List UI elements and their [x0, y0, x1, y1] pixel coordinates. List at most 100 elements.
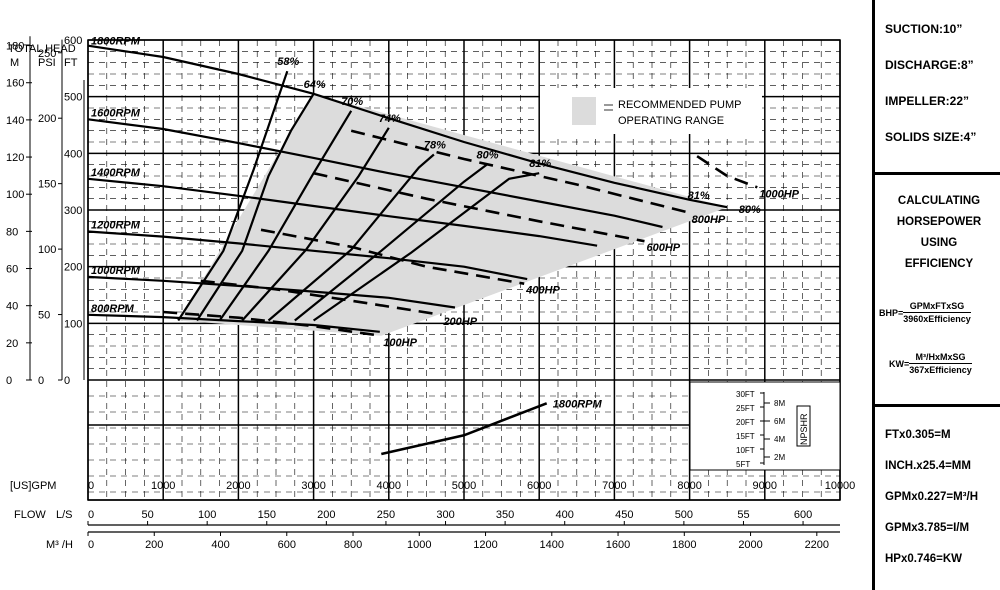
gpm-tick-label: 0 — [88, 480, 94, 492]
m3h-tick-label: 1600 — [606, 539, 630, 551]
gpm-tick-label: 5000 — [452, 480, 476, 492]
efficiency-line-78pct — [267, 153, 435, 322]
m3h-tick-label: 400 — [211, 539, 229, 551]
bhp-numerator: GPMxFTxSG — [909, 301, 965, 311]
ft-tick-label: 600 — [64, 35, 82, 47]
legend-swatch — [572, 97, 596, 125]
kw-label: KW= — [889, 358, 910, 369]
m-tick-label: 160 — [6, 78, 24, 90]
ls-tick-label: 350 — [496, 509, 514, 521]
ls-axis-title: L/S — [56, 509, 73, 521]
speed-label-1400rpm: 1400RPM — [91, 167, 141, 179]
flow-axis-title: FLOW — [14, 509, 46, 521]
spec-suction: SUCTION:10” — [885, 22, 963, 36]
m3h-tick-label: 1800 — [672, 539, 696, 551]
m3h-tick-label: 0 — [88, 539, 94, 551]
psi-tick-label: 50 — [38, 310, 50, 322]
npshr-label-box — [796, 405, 811, 447]
efficiency-line-80pct — [294, 163, 488, 322]
power-label-100hp: 100HP — [383, 337, 417, 349]
npshr-m-tick: 8M — [774, 399, 785, 408]
efficiency-label-70pct: 70% — [341, 96, 363, 108]
npshr-m-tick: 6M — [774, 417, 785, 426]
power-label-1000hp: 1000HP — [759, 188, 799, 200]
m-tick-label: 120 — [6, 152, 24, 164]
efficiency-line-58pct — [177, 70, 289, 322]
efficiency-label-58pct: 58% — [277, 56, 299, 68]
m3h-tick-label: 1000 — [407, 539, 431, 551]
ls-tick-label: 200 — [317, 509, 335, 521]
legend-line1: RECOMMENDED PUMP — [618, 99, 741, 111]
npshr-m-tick: 2M — [774, 453, 785, 462]
speed-label-1600rpm: 1600RPM — [91, 107, 141, 119]
ft-tick-label: 500 — [64, 92, 82, 104]
ft-tick-label: 400 — [64, 148, 82, 160]
axis-title-ft: FT — [64, 57, 78, 69]
gpm-axis-title: [US]GPM — [10, 480, 56, 492]
ls-tick-label: 50 — [141, 509, 153, 521]
m-tick-label: 80 — [6, 226, 18, 238]
power-label-200hp: 200HP — [442, 316, 477, 328]
efficiency-label-64pct: 64% — [304, 79, 326, 91]
speed-curve-800rpm — [87, 313, 380, 333]
power-line-800hp — [350, 129, 690, 215]
m3h-axis-title: M³ /H — [46, 539, 73, 551]
psi-tick-label: 250 — [38, 48, 56, 60]
gpm-tick-label: 3000 — [301, 480, 325, 492]
ls-tick-label: 400 — [556, 509, 574, 521]
bhp-formula: BHP= GPMxFTxSG 3960xEfficiency — [879, 301, 1000, 324]
gpm-tick-label: 4000 — [377, 480, 401, 492]
efficiency-line-81pct — [312, 172, 540, 322]
m-tick-label: 140 — [6, 115, 24, 127]
ls-tick-label: 450 — [615, 509, 633, 521]
psi-tick-label: 150 — [38, 179, 56, 191]
power-line-100hp — [163, 310, 382, 338]
conv-hp-kw: HPx0.746=KW — [885, 553, 963, 565]
power-line-400hp — [260, 228, 525, 285]
operating-range-area — [178, 93, 728, 336]
speed-label-1000rpm: 1000RPM — [91, 265, 141, 277]
m-tick-label: 180 — [6, 41, 24, 53]
calc-section: CALCULATING HORSEPOWER USING EFFICIENCY … — [875, 175, 1000, 407]
npshr-ft-tick: 30FT — [736, 390, 755, 399]
npshr-curve — [381, 402, 548, 456]
conv-gpm-lm: GPMx3.785=I/M — [885, 522, 970, 534]
m-tick-label: 60 — [6, 264, 18, 276]
efficiency-label-80pct: 80% — [477, 150, 499, 162]
gpm-tick-label: 9000 — [753, 480, 777, 492]
chart-svg: RECOMMENDED PUMP OPERATING RANGE 1800RPM 16… — [6, 35, 856, 551]
ls-tick-label: 100 — [198, 509, 216, 521]
power-label-800hp: 800HP — [692, 214, 726, 226]
calc-title-1: CALCULATING — [897, 195, 981, 207]
ft-tick-label: 300 — [64, 205, 82, 217]
m3h-tick-label: 200 — [145, 539, 163, 551]
kw-denominator: 367xEfficiency — [909, 363, 972, 375]
bep-80-label: 80% — [739, 204, 761, 216]
m3h-tick-label: 2200 — [805, 539, 829, 551]
ls-tick-label: 55 — [737, 509, 749, 521]
specs-section: SUCTION:10” DISCHARGE:8” IMPELLER:22” SO… — [875, 0, 1000, 175]
bhp-denominator: 3960xEfficiency — [903, 312, 971, 324]
power-label-600hp: 600HP — [646, 242, 680, 254]
ft-tick-label: 0 — [64, 375, 70, 387]
ls-tick-label: 500 — [675, 509, 693, 521]
efficiency-label-81pct: 81% — [529, 158, 551, 170]
legend-line2: OPERATING RANGE — [618, 115, 724, 127]
speed-curve-1400rpm — [87, 177, 598, 247]
ls-tick-label: 250 — [377, 509, 395, 521]
spec-impeller: IMPELLER:22” — [885, 94, 970, 108]
gpm-tick-label: 10000 — [825, 480, 856, 492]
gpm-tick-label: 1000 — [151, 480, 175, 492]
speed-label-1800rpm: 1800RPM — [91, 36, 141, 48]
gpm-tick-label: 7000 — [602, 480, 626, 492]
speed-curve-1800rpm — [87, 44, 728, 209]
efficiency-line-64pct — [196, 93, 315, 322]
npshr-ft-tick: 20FT — [736, 418, 755, 427]
m-tick-label: 100 — [6, 189, 24, 201]
psi-tick-label: 0 — [38, 375, 44, 387]
efficiency-label-74pct: 74% — [379, 113, 401, 125]
ft-tick-label: 200 — [64, 262, 82, 274]
power-line-1000hp — [696, 155, 758, 189]
efficiency-line-70pct — [218, 110, 353, 322]
spec-solids: SOLIDS SIZE:4” — [885, 130, 977, 144]
